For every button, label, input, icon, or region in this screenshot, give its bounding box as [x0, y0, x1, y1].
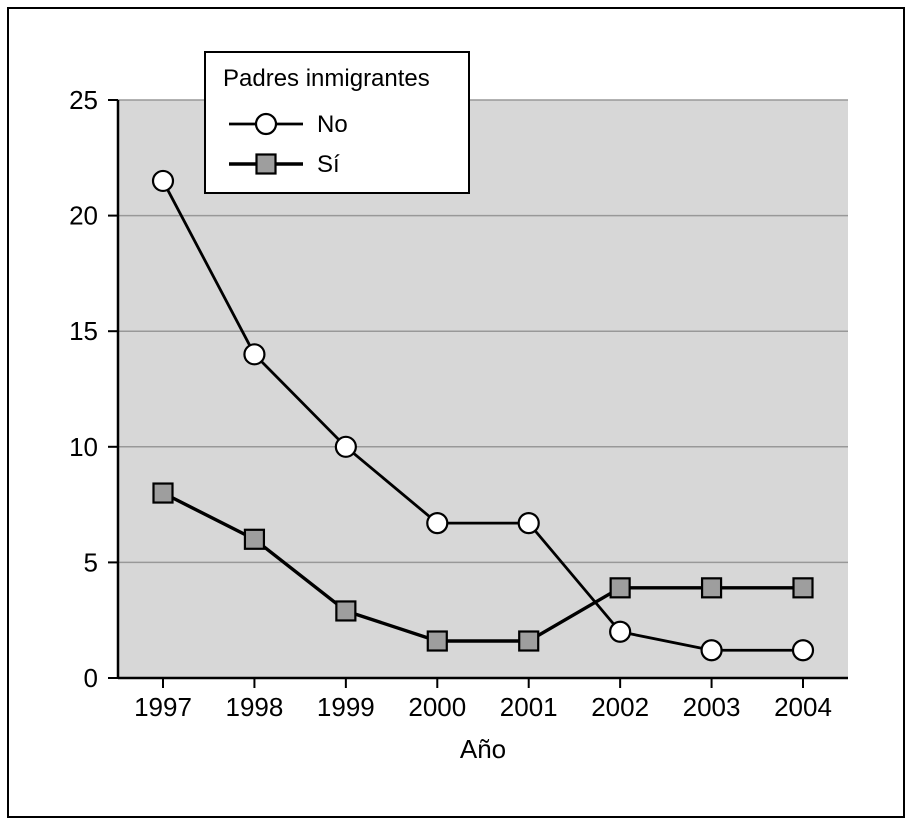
legend-label: No: [317, 111, 348, 138]
legend-title: Padres inmigrantes: [223, 65, 430, 92]
y-tick-label: 5: [84, 547, 98, 577]
data-point-sí-1997: [152, 482, 174, 504]
x-tick-label: 2000: [408, 692, 466, 722]
plot-area: [118, 100, 848, 678]
data-point-no-2004: [791, 639, 815, 662]
data-point-sí-2001: [518, 630, 540, 652]
data-point-no-2001: [517, 511, 540, 535]
legend-label: Sí: [317, 151, 340, 178]
series-line-sí: [161, 491, 805, 643]
data-point-no-1997: [151, 169, 175, 193]
x-tick-label: 1999: [317, 692, 375, 722]
x-tick-label: 1997: [134, 692, 192, 722]
x-tick-label: 2002: [591, 692, 649, 722]
data-point-no-1998: [243, 343, 266, 366]
figure-border: [7, 7, 905, 818]
legend-marker-circle: [254, 112, 278, 136]
x-tick-label: 2004: [774, 692, 832, 722]
y-tick-label: 10: [69, 432, 98, 462]
data-point-sí-2002: [609, 577, 631, 599]
x-axis-title: Año: [460, 734, 506, 764]
legend-marker-square: [255, 153, 277, 175]
legend: Padres inmigrantes No Sí: [204, 51, 470, 194]
data-point-no-2000: [426, 511, 449, 535]
data-point-no-2002: [609, 620, 632, 643]
y-tick-label: 15: [69, 316, 98, 346]
x-tick-label: 2001: [500, 692, 558, 722]
x-tick-label: 1998: [226, 692, 284, 722]
data-point-sí-2000: [426, 630, 448, 652]
y-tick-label: 0: [84, 663, 98, 693]
x-tick-label: 2003: [683, 692, 741, 722]
y-tick-label: 20: [69, 201, 98, 231]
series-line-no: [161, 179, 805, 652]
data-point-no-1999: [334, 435, 357, 458]
data-point-sí-2003: [700, 577, 723, 599]
legend-box: [204, 51, 470, 194]
y-tick-label: 25: [69, 85, 98, 115]
data-point-sí-1998: [243, 528, 266, 550]
data-point-no-2003: [700, 639, 723, 662]
data-point-sí-2004: [792, 577, 814, 599]
data-point-sí-1999: [335, 600, 357, 622]
